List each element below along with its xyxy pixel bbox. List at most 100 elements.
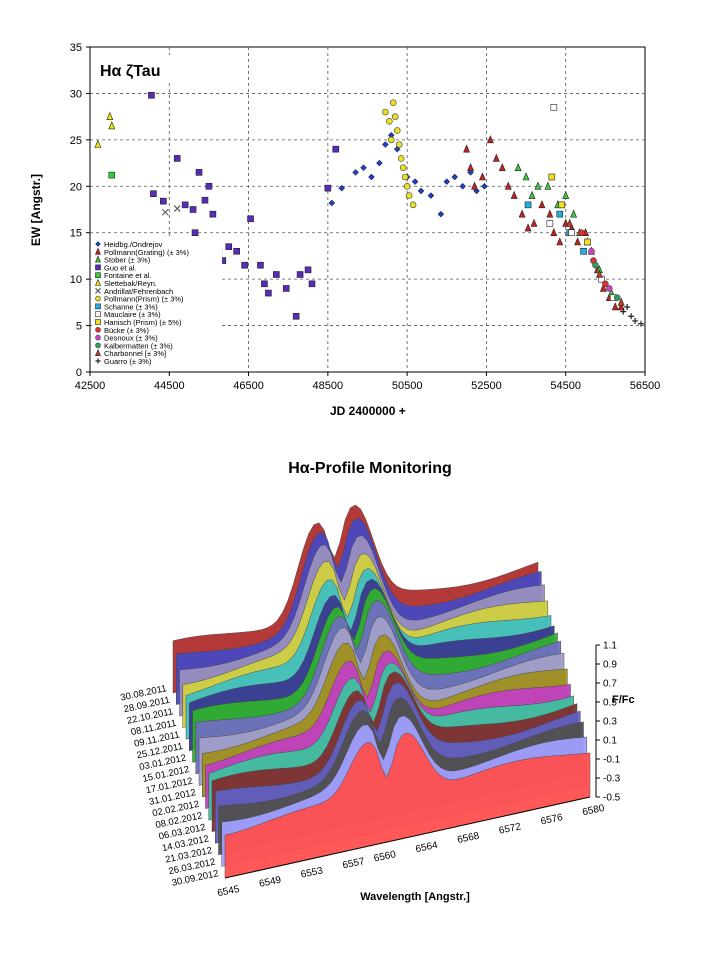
x-tick-label: 48500 [313,380,344,392]
profile-3d-chart: Hα-Profile Monitoring 30.08.201128.09.20… [120,460,635,903]
axes: 42500 44500 46500 48500 50500 52500 54500 56500… [70,42,661,392]
x-tick-label: 6564 [415,840,439,855]
legend-marker [95,326,101,333]
data-point [195,169,203,176]
legend-marker [95,358,101,364]
data-point [606,285,613,292]
z-tick-label: 0.7 [603,679,617,690]
data-point [617,302,625,311]
data-point [504,181,512,190]
data-point [620,308,627,315]
y-tick-label: 15 [70,228,82,240]
data-point [233,247,240,255]
data-point [405,192,413,199]
spectra-ribbons [172,504,591,879]
data-point [296,271,304,278]
data-point [397,155,405,162]
data-point [261,280,268,288]
legend-marker [95,264,101,271]
x-tick-label: 6557 [342,856,366,871]
data-points [94,91,645,327]
data-point [265,289,272,297]
data-point [459,182,466,190]
legend-marker [95,295,101,302]
legend-label: Fontaine et al. [104,271,152,280]
z-tick-label: 1.1 [603,641,617,652]
data-point [498,162,506,172]
legend-marker [95,255,101,263]
data-point [150,190,157,198]
data-point [161,208,169,216]
legend-marker [95,287,101,294]
z-tick-label: 0.5 [603,698,617,709]
data-point [148,91,155,99]
flux-axis: 1.1 0.9 0.7 0.5 0.3 0.1 -0.1 -0.3 -0.5 [595,641,621,804]
x-tick-label: 44500 [154,380,185,392]
data-point [360,164,367,172]
data-point [528,190,536,199]
data-point [108,121,116,130]
title-bg [92,55,172,83]
legend-label: Slettebak/Reyn. [104,279,157,288]
data-point [510,190,518,199]
legend-label: Mauclaire (± 3%) [104,310,161,319]
x-tick-label: 6553 [300,865,324,880]
y-tick-label: 10 [70,274,82,286]
data-point [417,187,425,195]
x-tick-label: 6572 [498,821,522,836]
data-point [562,190,570,199]
x-tick-label: 6568 [456,831,480,846]
data-point [546,209,554,218]
data-point [463,144,471,153]
data-point [393,127,401,134]
data-point [324,184,332,192]
data-point [403,182,411,190]
data-point [225,243,233,250]
data-point [534,181,542,190]
data-point [558,201,566,209]
legend-marker [95,272,101,279]
data-point [570,209,578,218]
data-point [538,200,546,209]
data-point [338,184,346,192]
data-point [381,141,389,148]
data-point [368,173,375,181]
legend-label: Heidbg./Ondrejov [104,240,163,249]
data-point [624,304,631,310]
data-point [160,197,167,205]
data-point [201,196,209,204]
data-point [395,141,403,148]
data-point [617,297,625,306]
chart-title: Hα ζTau [100,63,160,80]
data-point [332,145,340,153]
data-point [282,285,290,292]
data-point [191,229,199,237]
data-point [613,294,621,302]
x-axis-line [224,796,591,879]
data-point [580,247,587,255]
y-tick-label: 35 [70,42,82,54]
x-tick-label: 6560 [373,849,397,864]
data-point [479,172,486,181]
data-point [376,159,383,167]
legend-marker [95,303,101,310]
x-tick-label: 56500 [630,380,661,392]
data-point [205,182,213,190]
x-tick-label: 6576 [540,812,564,827]
data-point [514,162,522,172]
z-tick-label: -0.1 [603,755,621,766]
x-tick-label: 52500 [471,380,502,392]
data-point [556,237,564,246]
data-point [481,182,488,190]
data-point [611,302,619,311]
data-point [94,139,102,148]
legend-label: Guarro (± 3%) [104,357,152,366]
x-tick-label: 6545 [216,884,240,899]
data-point [308,280,316,288]
legend-label: Desnoux (± 3%) [104,334,158,343]
data-point [599,283,607,292]
x-tick-label: 6549 [258,875,282,890]
data-point [241,261,248,269]
data-point [486,135,494,144]
data-point [409,201,417,209]
